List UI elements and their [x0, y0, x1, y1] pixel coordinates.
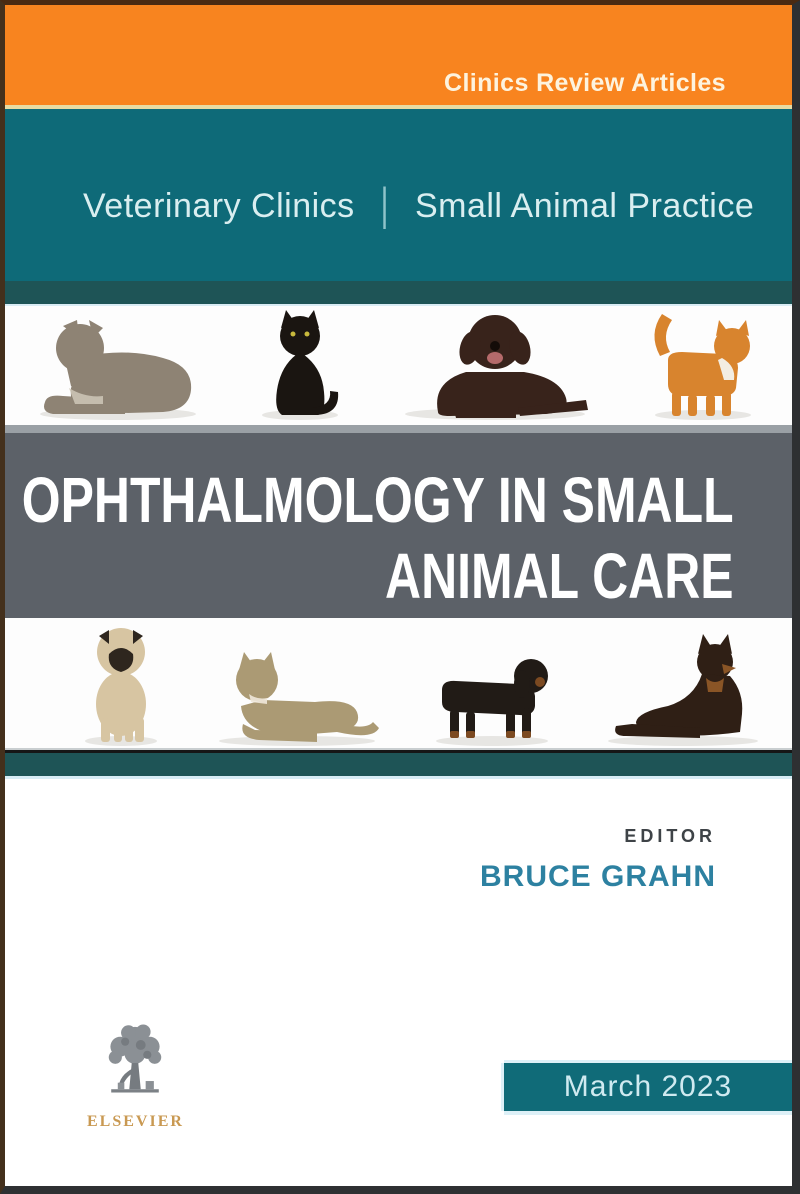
editor-label: EDITOR — [624, 826, 716, 846]
cover-title: OPHTHALMOLOGY IN SMALL ANIMAL CARE — [22, 463, 734, 614]
cover-footer: EDITOR BRUCE GRAHN — [5, 779, 792, 1186]
editor-block: EDITOR BRUCE GRAHN — [480, 826, 716, 894]
pug-dog-icon — [85, 628, 157, 746]
pale-blue-rule — [5, 776, 792, 779]
chocolate-labrador-icon — [404, 315, 588, 420]
cover-title-line2: ANIMAL CARE — [385, 539, 734, 612]
black-rule — [5, 748, 792, 753]
issue-date-box: March 2023 — [504, 1063, 792, 1111]
cream-rule — [5, 105, 792, 109]
dark-teal-strip-bottom — [5, 753, 792, 776]
animal-band-bottom — [5, 618, 792, 748]
tabby-cat-icon — [219, 652, 380, 746]
schnauzer-dog-icon — [40, 320, 196, 420]
black-cat-icon — [262, 310, 339, 420]
animal-band-top — [5, 304, 792, 425]
silver-rule — [5, 425, 792, 433]
editor-name: BRUCE GRAHN — [480, 860, 716, 893]
publisher-wordmark: ELSEVIER — [87, 1113, 184, 1130]
orange-tabby-cat-icon — [654, 314, 751, 420]
banner-band: Clinics Review Articles — [5, 5, 792, 105]
dachshund-dog-icon — [435, 659, 548, 746]
elsevier-tree-icon — [108, 1024, 162, 1093]
dark-teal-strip-top — [5, 281, 792, 304]
masthead-divider: | — [380, 180, 389, 231]
banner-text: Clinics Review Articles — [443, 69, 726, 97]
masthead-series: Veterinary Clinics — [83, 186, 355, 225]
doberman-dog-icon — [607, 634, 758, 746]
masthead-edition: Small Animal Practice — [414, 186, 755, 225]
masthead-band: Veterinary Clinics | Small Animal Practi… — [5, 109, 792, 281]
title-band: OPHTHALMOLOGY IN SMALL ANIMAL CARE — [5, 433, 792, 618]
issue-date: March 2023 — [563, 1070, 733, 1103]
cover-title-line1: OPHTHALMOLOGY IN SMALL — [22, 463, 734, 536]
publisher-logo: ELSEVIER — [87, 1022, 183, 1131]
